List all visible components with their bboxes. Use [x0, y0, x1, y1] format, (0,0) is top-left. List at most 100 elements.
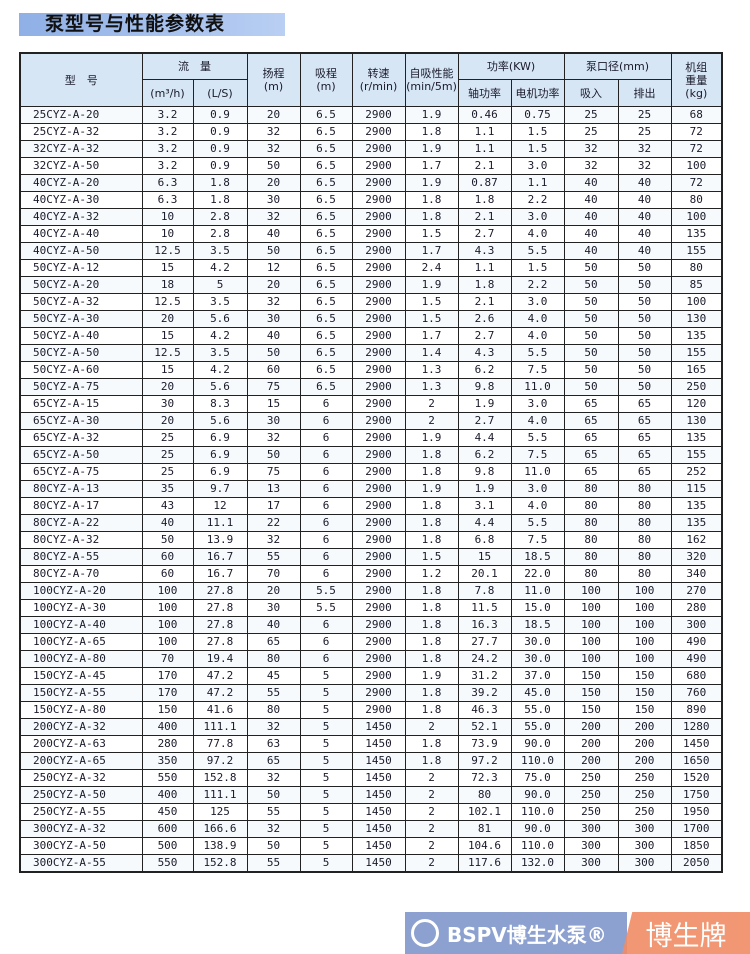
value-cell: 5 [299, 786, 353, 804]
value-cell: 4.0 [510, 497, 565, 515]
value-cell: 12.5 [141, 293, 194, 311]
value-cell: 13.9 [192, 531, 248, 549]
value-cell: 1.8 [192, 191, 248, 209]
value-cell: 40 [563, 174, 619, 192]
value-cell: 6 [299, 616, 353, 634]
table-row: 80CYZ-A-70 60 16.7 70 6 2900 1.2 20.1 22.0 80 80 34… [19, 565, 723, 583]
value-cell: 1.9 [404, 106, 459, 124]
value-cell: 17 [246, 497, 301, 515]
value-cell: 65 [563, 395, 619, 413]
value-cell: 1.9 [404, 667, 459, 685]
value-cell: 1.9 [457, 395, 512, 413]
value-cell: 1.9 [404, 140, 459, 158]
table-row: 65CYZ-A-50 25 6.9 50 6 2900 1.8 6.2 7.5 65 65 155 [19, 446, 723, 464]
value-cell: 72 [670, 140, 723, 158]
value-cell: 2.2 [510, 191, 565, 209]
value-cell: 120 [670, 395, 723, 413]
value-cell: 39.2 [457, 684, 512, 702]
model-cell: 50CYZ-A-50 [19, 344, 143, 362]
value-cell: 50 [617, 310, 672, 328]
value-cell: 2.8 [192, 225, 248, 243]
value-cell: 1.1 [457, 123, 512, 141]
value-cell: 1.1 [457, 140, 512, 158]
value-cell: 5.5 [510, 242, 565, 260]
value-cell: 19.4 [192, 650, 248, 668]
value-cell: 20 [141, 378, 194, 396]
value-cell: 90.0 [510, 820, 565, 838]
value-cell: 1.8 [404, 531, 459, 549]
value-cell: 4.2 [192, 361, 248, 379]
value-cell: 6.2 [457, 361, 512, 379]
value-cell: 135 [670, 327, 723, 345]
value-cell: 50 [246, 786, 301, 804]
brand-mark-text: 博生牌 [645, 920, 727, 952]
model-cell: 80CYZ-A-13 [19, 480, 143, 498]
table-row: 80CYZ-A-32 50 13.9 32 6 2900 1.8 6.8 7.5 80 80 162 [19, 531, 723, 549]
value-cell: 50 [563, 327, 619, 345]
value-cell: 200 [563, 735, 619, 753]
header-bore: 泵口径(mm) [563, 52, 672, 80]
value-cell: 32 [246, 293, 301, 311]
value-cell: 80 [457, 786, 512, 804]
value-cell: 50 [563, 276, 619, 294]
value-cell: 4.2 [192, 259, 248, 277]
model-cell: 200CYZ-A-63 [19, 735, 143, 753]
value-cell: 80 [563, 480, 619, 498]
value-cell: 117.6 [457, 854, 512, 873]
value-cell: 350 [141, 752, 194, 770]
value-cell: 25 [141, 429, 194, 447]
value-cell: 2.4 [404, 259, 459, 277]
value-cell: 2 [404, 837, 459, 855]
value-cell: 46.3 [457, 701, 512, 719]
value-cell: 2900 [351, 123, 406, 141]
value-cell: 100 [617, 599, 672, 617]
table-row: 80CYZ-A-13 35 9.7 13 6 2900 1.9 1.9 3.0 80 80 115 [19, 480, 723, 498]
value-cell: 280 [670, 599, 723, 617]
value-cell: 132.0 [510, 854, 565, 873]
table-row: 250CYZ-A-50 400 111.1 50 5 1450 2 80 90.0 250 250 1… [19, 786, 723, 804]
model-cell: 250CYZ-A-32 [19, 769, 143, 787]
table-row: 50CYZ-A-40 15 4.2 40 6.5 2900 1.7 2.7 4.0 50 50 135 [19, 327, 723, 345]
value-cell: 30 [246, 599, 301, 617]
value-cell: 32 [246, 769, 301, 787]
value-cell: 65 [563, 412, 619, 430]
table-row: 100CYZ-A-40 100 27.8 40 6 2900 1.8 16.3 18.5 100 1… [19, 616, 723, 634]
value-cell: 20 [246, 276, 301, 294]
value-cell: 1.5 [404, 225, 459, 243]
value-cell: 4.3 [457, 242, 512, 260]
model-cell: 40CYZ-A-32 [19, 208, 143, 226]
value-cell: 2900 [351, 463, 406, 481]
model-cell: 65CYZ-A-50 [19, 446, 143, 464]
table-row: 25CYZ-A-32 3.2 0.9 32 6.5 2900 1.8 1.1 1.5 25 25 72 [19, 123, 723, 141]
model-cell: 40CYZ-A-20 [19, 174, 143, 192]
value-cell: 2900 [351, 276, 406, 294]
model-cell: 65CYZ-A-15 [19, 395, 143, 413]
value-cell: 50 [246, 446, 301, 464]
value-cell: 20 [246, 582, 301, 600]
value-cell: 50 [617, 259, 672, 277]
value-cell: 130 [670, 412, 723, 430]
value-cell: 80 [617, 514, 672, 532]
value-cell: 80 [670, 259, 723, 277]
value-cell: 0.9 [192, 106, 248, 124]
value-cell: 18.5 [510, 616, 565, 634]
value-cell: 125 [192, 803, 248, 821]
value-cell: 63 [246, 735, 301, 753]
value-cell: 111.1 [192, 718, 248, 736]
value-cell: 97.2 [192, 752, 248, 770]
value-cell: 270 [670, 582, 723, 600]
value-cell: 50 [563, 344, 619, 362]
value-cell: 166.6 [192, 820, 248, 838]
value-cell: 2.7 [457, 412, 512, 430]
value-cell: 1.7 [404, 327, 459, 345]
value-cell: 1.8 [404, 191, 459, 209]
value-cell: 6.5 [299, 174, 353, 192]
value-cell: 2900 [351, 667, 406, 685]
value-cell: 1700 [670, 820, 723, 838]
value-cell: 300 [563, 820, 619, 838]
model-cell: 25CYZ-A-20 [19, 106, 143, 124]
value-cell: 2900 [351, 310, 406, 328]
value-cell: 45.0 [510, 684, 565, 702]
value-cell: 1450 [351, 718, 406, 736]
value-cell: 27.8 [192, 616, 248, 634]
